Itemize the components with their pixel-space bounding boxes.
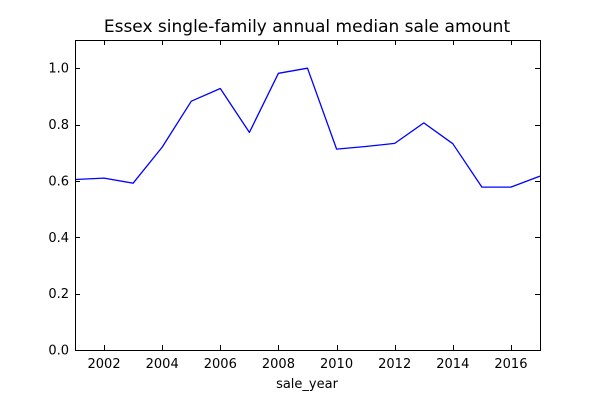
- chart-title: Essex single-family annual median sale a…: [104, 17, 511, 37]
- ticks-layer: 2002 2004 2006 2008 2010 2012 2014 2016 0.0 0.2 0.…: [48, 40, 540, 372]
- y-tick-label: 0.0: [48, 344, 69, 359]
- x-axis-label: sale_year: [276, 377, 339, 392]
- y-tick-label: 0.2: [48, 287, 69, 302]
- x-tick-label: 2006: [204, 357, 237, 372]
- x-tick-label: 2010: [320, 357, 353, 372]
- x-tick-label: 2014: [436, 357, 469, 372]
- y-tick-label: 0.8: [48, 118, 69, 133]
- series-layer: [74, 67, 541, 188]
- y-tick-label: 0.4: [48, 231, 69, 246]
- x-tick-label: 2008: [262, 357, 295, 372]
- y-tick-label: 1.0: [48, 62, 69, 77]
- x-tick-label: 2012: [378, 357, 411, 372]
- y-tick-label: 0.6: [48, 174, 69, 189]
- x-tick-label: 2002: [88, 357, 121, 372]
- x-tick-label: 2016: [494, 357, 527, 372]
- series-line: [74, 67, 541, 188]
- x-tick-label: 2004: [146, 357, 179, 372]
- plot-area-frame: [75, 40, 541, 351]
